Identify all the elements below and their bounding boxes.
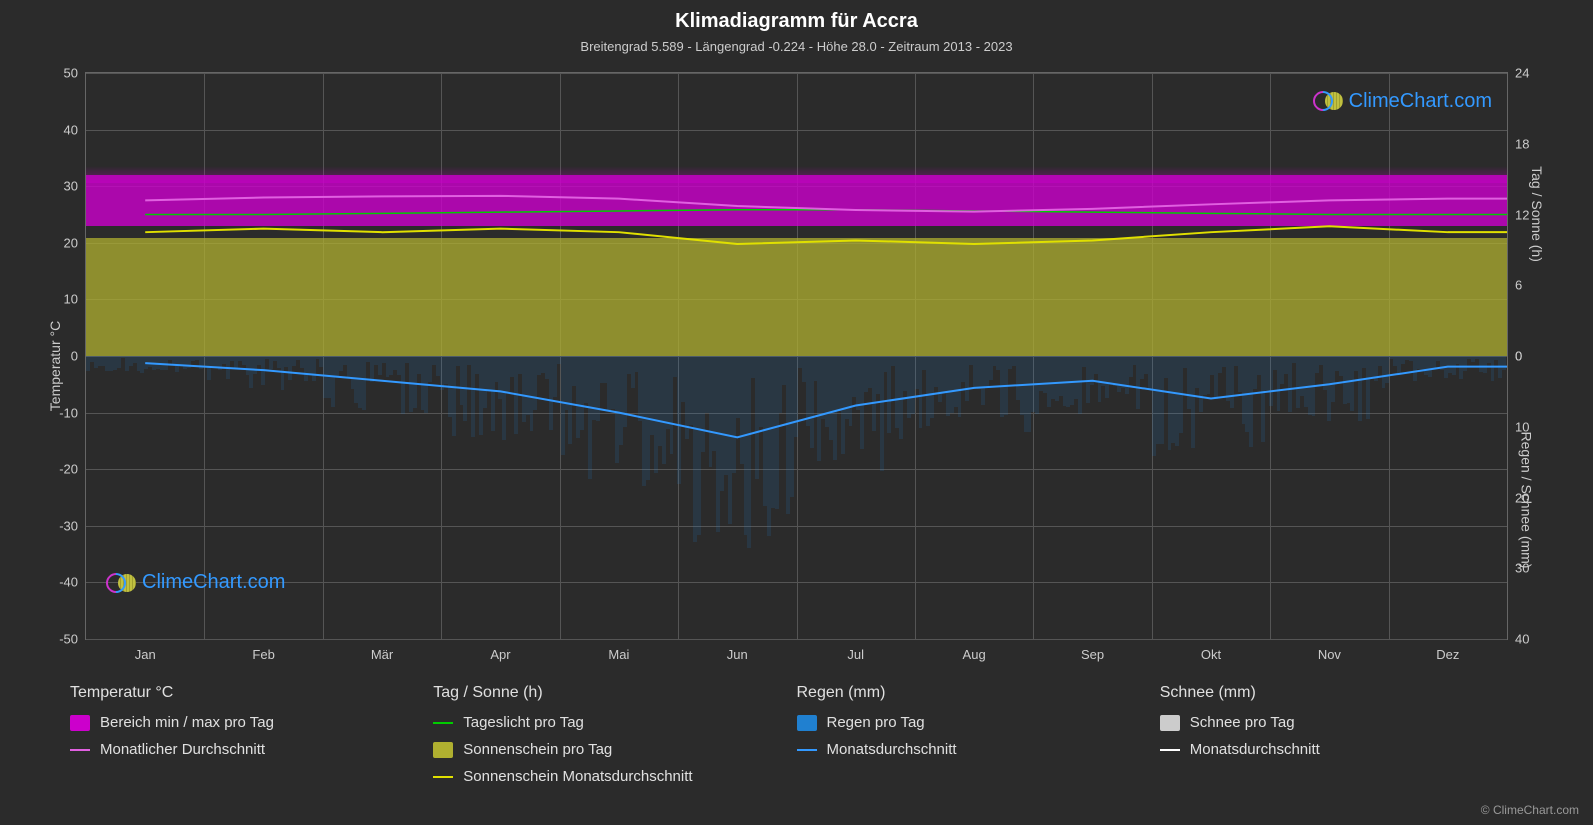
grid-line-vertical — [1389, 73, 1390, 639]
legend-item: Regen pro Tag — [797, 714, 1160, 731]
y-tick-left: -50 — [59, 632, 78, 647]
sunshine-band — [86, 238, 1507, 356]
legend-label: Schnee pro Tag — [1190, 714, 1295, 731]
y-tick-right-top: 24 — [1515, 66, 1529, 81]
legend-label: Regen pro Tag — [827, 714, 925, 731]
grid-line-vertical — [323, 73, 324, 639]
legend-item: Sonnenschein Monatsdurchschnitt — [433, 768, 796, 785]
watermark: ClimeChart.com — [1313, 90, 1492, 113]
legend-item: Schnee pro Tag — [1160, 714, 1523, 731]
legend-header: Schnee (mm) — [1160, 684, 1523, 702]
legend-header: Regen (mm) — [797, 684, 1160, 702]
y-tick-left: 20 — [64, 235, 78, 250]
grid-line-vertical — [1152, 73, 1153, 639]
y-tick-left: -30 — [59, 518, 78, 533]
watermark-logo-icon — [106, 572, 136, 594]
legend-line-icon — [1160, 749, 1180, 751]
y-tick-right-top: 12 — [1515, 207, 1529, 222]
y-tick-right-top: 6 — [1515, 278, 1522, 293]
legend-item: Bereich min / max pro Tag — [70, 714, 433, 731]
legend: Temperatur °C Bereich min / max pro Tag Mo… — [0, 670, 1593, 825]
x-tick-month: Okt — [1201, 647, 1221, 662]
legend-group: Regen (mm) Regen pro Tag Monatsdurchschnit… — [797, 684, 1160, 795]
x-tick-month: Dez — [1436, 647, 1459, 662]
y-tick-left: 10 — [64, 292, 78, 307]
legend-line-icon — [433, 776, 453, 778]
grid-line-vertical — [915, 73, 916, 639]
legend-label: Sonnenschein Monatsdurchschnitt — [463, 768, 692, 785]
legend-group: Temperatur °C Bereich min / max pro Tag Mo… — [70, 684, 433, 795]
x-tick-month: Aug — [963, 647, 986, 662]
x-tick-month: Feb — [252, 647, 274, 662]
grid-line-vertical — [1270, 73, 1271, 639]
legend-item: Monatsdurchschnitt — [1160, 741, 1523, 758]
x-tick-month: Nov — [1318, 647, 1341, 662]
legend-swatch-icon — [70, 715, 90, 731]
legend-header: Tag / Sonne (h) — [433, 684, 796, 702]
legend-item: Monatsdurchschnitt — [797, 741, 1160, 758]
y-tick-left: -10 — [59, 405, 78, 420]
y-tick-left: 30 — [64, 179, 78, 194]
watermark-text: ClimeChart.com — [142, 571, 285, 594]
legend-label: Bereich min / max pro Tag — [100, 714, 274, 731]
legend-group: Tag / Sonne (h) Tageslicht pro Tag Sonnens… — [433, 684, 796, 795]
y-tick-right-bottom: 30 — [1515, 561, 1529, 576]
legend-item: Tageslicht pro Tag — [433, 714, 796, 731]
x-tick-month: Jan — [135, 647, 156, 662]
legend-line-icon — [70, 749, 90, 751]
y-tick-left: -20 — [59, 462, 78, 477]
x-tick-month: Mai — [608, 647, 629, 662]
y-tick-right-bottom: 10 — [1515, 419, 1529, 434]
legend-item: Monatlicher Durchschnitt — [70, 741, 433, 758]
x-tick-month: Apr — [490, 647, 510, 662]
x-tick-month: Jun — [727, 647, 748, 662]
legend-swatch-icon — [1160, 715, 1180, 731]
legend-label: Sonnenschein pro Tag — [463, 741, 612, 758]
temperature-range-fuzz — [86, 166, 1507, 183]
x-tick-month: Jul — [847, 647, 864, 662]
chart-area: Temperatur °C Tag / Sonne (h) Regen / Sc… — [20, 62, 1573, 670]
grid-line-vertical — [441, 73, 442, 639]
legend-swatch-icon — [797, 715, 817, 731]
legend-label: Monatsdurchschnitt — [827, 741, 957, 758]
plot-area: -50-40-30-20-100102030405006121824010203… — [85, 72, 1508, 640]
grid-line-vertical — [204, 73, 205, 639]
legend-line-icon — [797, 749, 817, 751]
chart-subtitle: Breitengrad 5.589 - Längengrad -0.224 - … — [0, 39, 1593, 54]
grid-line-vertical — [678, 73, 679, 639]
chart-title: Klimadiagramm für Accra — [0, 10, 1593, 33]
y-tick-left: -40 — [59, 575, 78, 590]
grid-line-vertical — [797, 73, 798, 639]
y-tick-left: 40 — [64, 122, 78, 137]
watermark: ClimeChart.com — [106, 571, 285, 594]
legend-label: Monatsdurchschnitt — [1190, 741, 1320, 758]
legend-item: Sonnenschein pro Tag — [433, 741, 796, 758]
y-tick-left: 50 — [64, 66, 78, 81]
y-tick-right-top: 18 — [1515, 136, 1529, 151]
rain-avg-line — [145, 363, 1507, 437]
y-axis-right-top-label: Tag / Sonne (h) — [1529, 166, 1545, 262]
y-tick-right-bottom: 40 — [1515, 632, 1529, 647]
grid-line-vertical — [1033, 73, 1034, 639]
watermark-text: ClimeChart.com — [1349, 90, 1492, 113]
y-tick-right-bottom: 0 — [1515, 349, 1522, 364]
legend-swatch-icon — [433, 742, 453, 758]
grid-line-vertical — [560, 73, 561, 639]
grid-line-horizontal — [86, 639, 1507, 640]
chart-container: Klimadiagramm für Accra Breitengrad 5.58… — [0, 0, 1593, 825]
x-tick-month: Mär — [371, 647, 393, 662]
legend-label: Tageslicht pro Tag — [463, 714, 584, 731]
legend-header: Temperatur °C — [70, 684, 433, 702]
y-tick-left: 0 — [71, 349, 78, 364]
y-axis-left-label: Temperatur °C — [47, 321, 63, 411]
legend-label: Monatlicher Durchschnitt — [100, 741, 265, 758]
legend-group: Schnee (mm) Schnee pro Tag Monatsdurchschn… — [1160, 684, 1523, 795]
legend-line-icon — [433, 722, 453, 724]
x-tick-month: Sep — [1081, 647, 1104, 662]
watermark-logo-icon — [1313, 90, 1343, 112]
y-tick-right-bottom: 20 — [1515, 490, 1529, 505]
copyright-label: © ClimeChart.com — [1481, 803, 1579, 817]
